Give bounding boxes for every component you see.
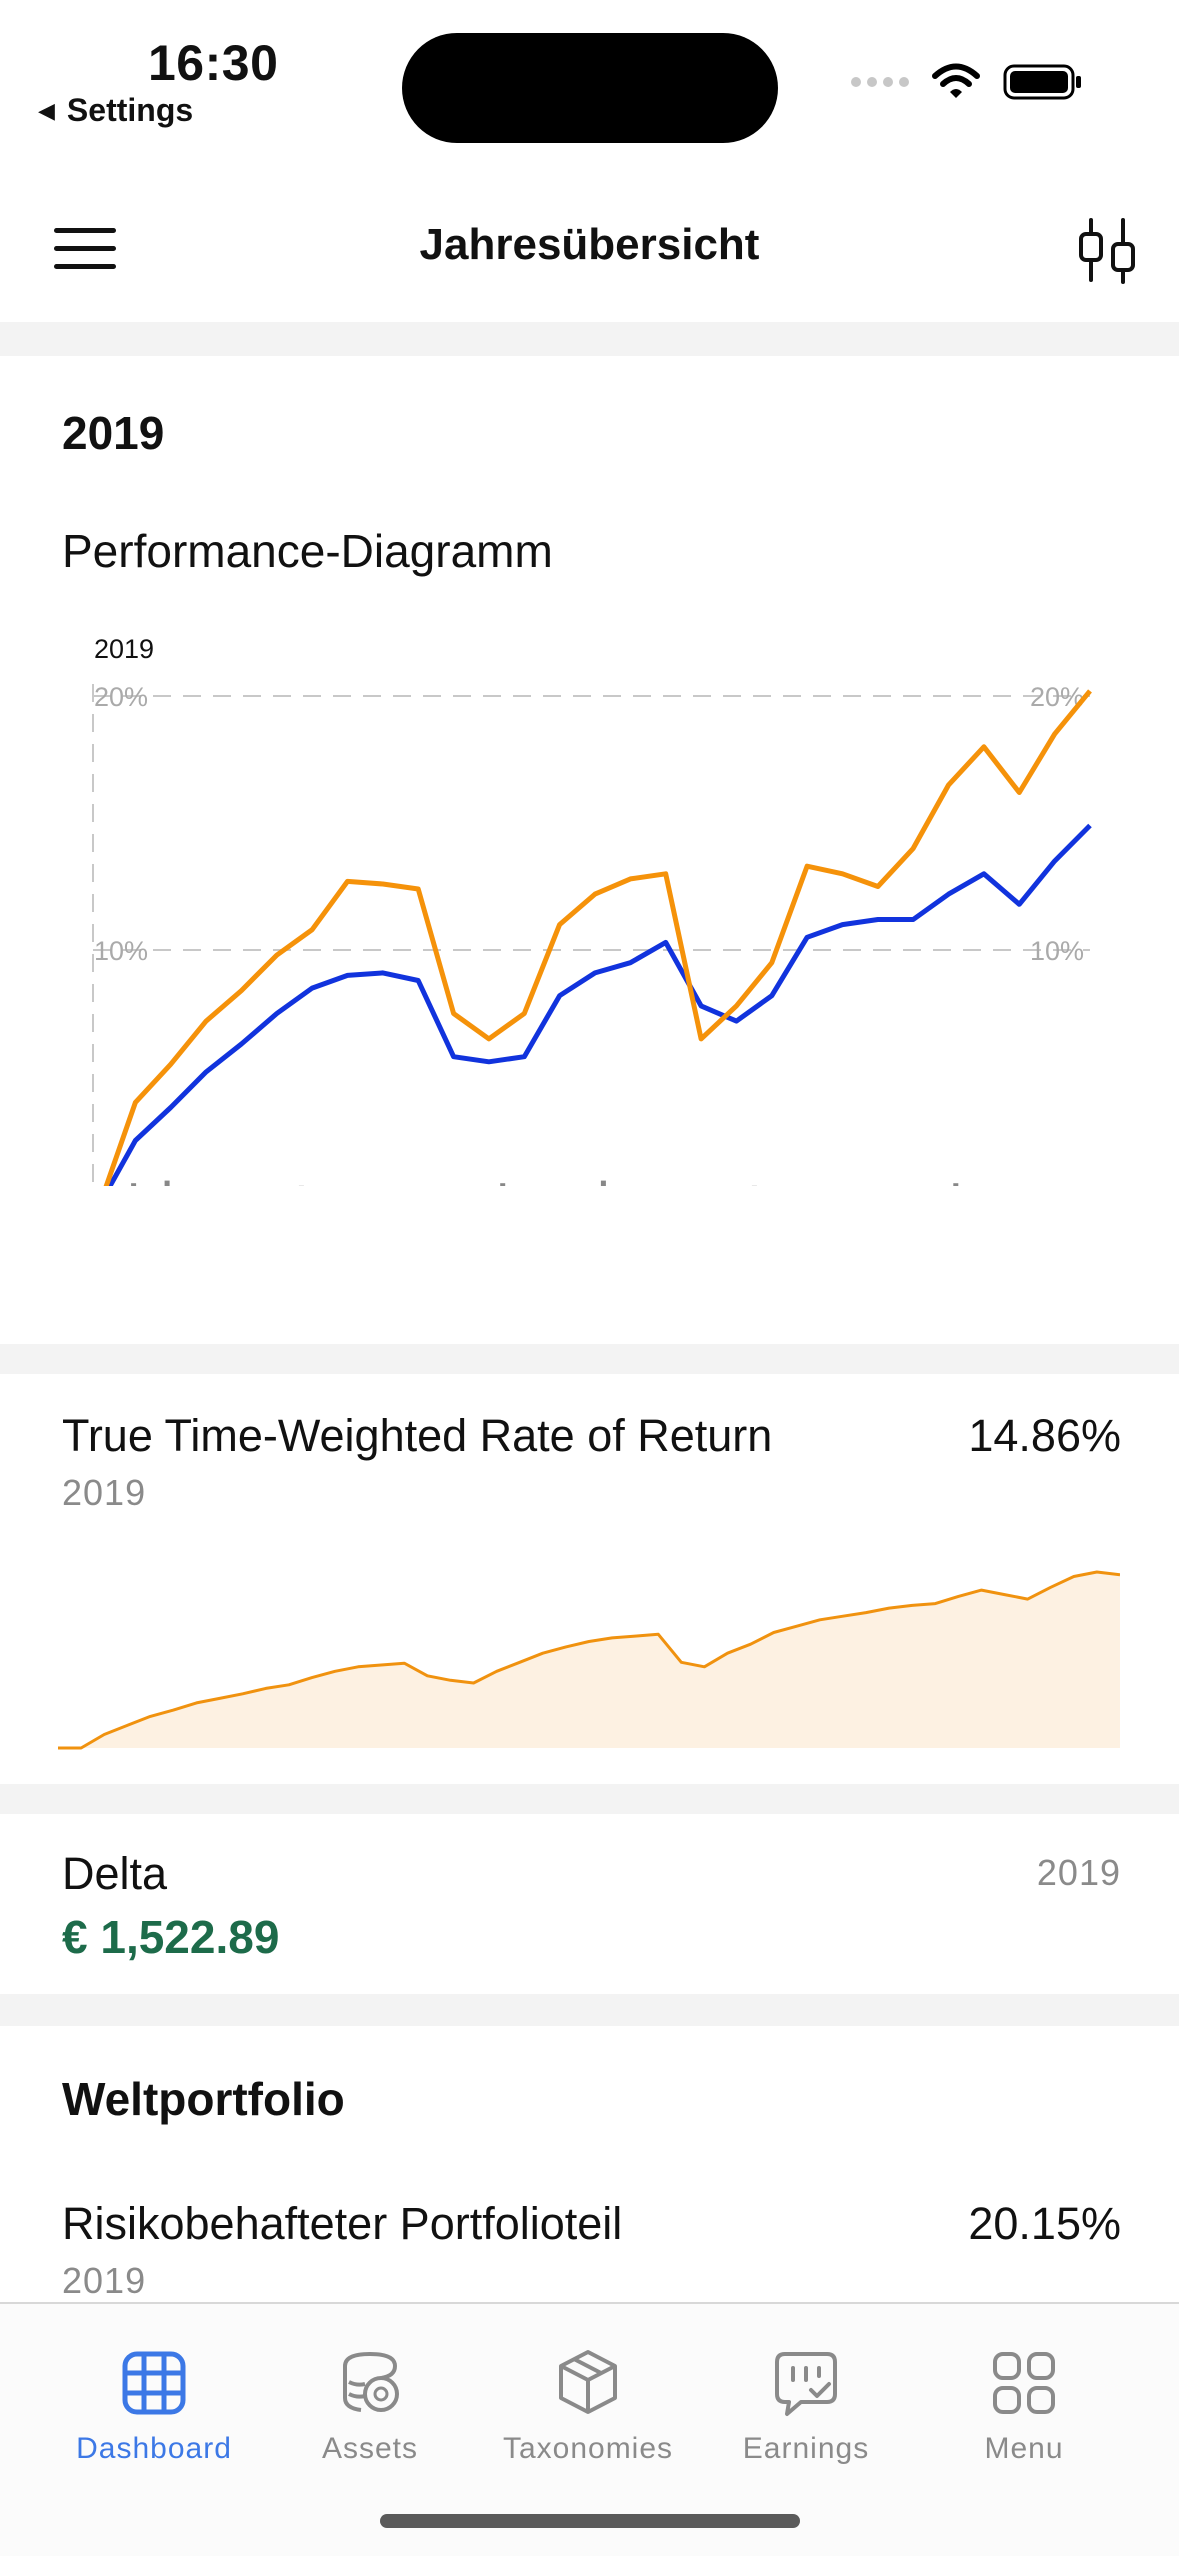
weltportfolio-title: Weltportfolio (62, 2073, 345, 2125)
ttwror-sparkline (58, 1570, 1120, 1750)
chart-year-label: 2019 (94, 634, 154, 664)
sparkline-area (58, 1572, 1120, 1748)
y-tick-left-20: 20% (94, 682, 148, 712)
sparkline-line (58, 1570, 1120, 1750)
risk-portion-year: 2019 (62, 2260, 147, 2301)
risk-portion-title: Risikobehafteter Portfolioteil (62, 2198, 623, 2249)
tab-bar: Dashboard Assets Taxonomies Earnings (0, 2302, 1179, 2556)
risk-portion-value: 20.15% (968, 2198, 1121, 2249)
grid-icon (122, 2351, 186, 2415)
tab-label-dashboard: Dashboard (76, 2432, 232, 2465)
ttwror-year: 2019 (62, 1472, 147, 1513)
ttwror-card[interactable]: True Time-Weighted Rate of Return 14.86%… (0, 1374, 1179, 1784)
ttwror-title: True Time-Weighted Rate of Return (62, 1410, 773, 1461)
chart-settings-icon[interactable] (1075, 216, 1141, 286)
wifi-icon (932, 63, 980, 98)
hamburger-menu-icon[interactable] (54, 228, 116, 274)
performance-card[interactable]: 2019 Performance-Diagramm 2019 20% 10% 2… (0, 356, 1179, 1344)
tab-assets[interactable]: Assets (270, 2348, 470, 2466)
performance-chart[interactable]: 2019 20% 10% 20% 10% 0% (60, 626, 1120, 1233)
back-to-settings-link[interactable]: ◀ Settings (38, 92, 193, 129)
y-tick-right-10: 10% (1030, 936, 1084, 966)
daily-return-bars (97, 1180, 1093, 1233)
back-label: Settings (66, 92, 194, 128)
daily-return-bar (164, 1180, 170, 1204)
tab-menu[interactable]: Menu (924, 2348, 1124, 2466)
portfolio-series-line (97, 689, 1092, 1205)
tab-taxonomies[interactable]: Taxonomies (488, 2348, 688, 2466)
daily-return-bar (500, 1183, 506, 1204)
tab-label-menu: Menu (984, 2432, 1064, 2465)
status-icons (851, 62, 1083, 102)
status-time: 16:30 (148, 35, 279, 91)
cube-icon (559, 2350, 617, 2414)
delta-card[interactable]: Delta 2019 € 1,522.89 (0, 1814, 1179, 1994)
status-bar: 16:30 ◀ Settings (0, 0, 1179, 160)
section-divider (0, 1344, 1179, 1374)
chat-check-icon (775, 2352, 837, 2416)
section-divider (0, 1784, 1179, 1814)
tab-label-assets: Assets (321, 2432, 419, 2465)
navigation-bar: Jahresübersicht (0, 180, 1179, 320)
delta-year: 2019 (1036, 1852, 1121, 1893)
daily-return-bar (131, 1183, 137, 1204)
delta-title: Delta (62, 1848, 168, 1899)
section-divider (0, 1994, 1179, 2026)
ttwror-value: 14.86% (968, 1410, 1121, 1461)
tab-label-earnings: Earnings (742, 2432, 870, 2465)
benchmark-series-line (97, 823, 1092, 1206)
delta-value: € 1,522.89 (62, 1911, 280, 1963)
year-title: 2019 (62, 407, 165, 459)
tab-earnings[interactable]: Earnings (706, 2348, 906, 2466)
battery-icon (1003, 64, 1081, 100)
dynamic-island (402, 33, 778, 143)
daily-return-bar (953, 1183, 959, 1204)
coins-icon (343, 2351, 399, 2412)
tab-label-taxonomies: Taxonomies (502, 2432, 674, 2465)
daily-return-bar (600, 1180, 606, 1204)
apps-icon (993, 2352, 1055, 2414)
y-tick-left-10: 10% (94, 936, 148, 966)
performance-chart-label: Performance-Diagramm (62, 525, 553, 577)
page-title: Jahresübersicht (419, 220, 760, 269)
cellular-signal-icon (851, 77, 909, 87)
tab-dashboard[interactable]: Dashboard (54, 2348, 254, 2466)
home-indicator (380, 2514, 800, 2528)
back-triangle-icon: ◀ (38, 97, 55, 123)
section-divider (0, 322, 1179, 356)
weltportfolio-card[interactable]: Weltportfolio Risikobehafteter Portfolio… (0, 2026, 1179, 2302)
